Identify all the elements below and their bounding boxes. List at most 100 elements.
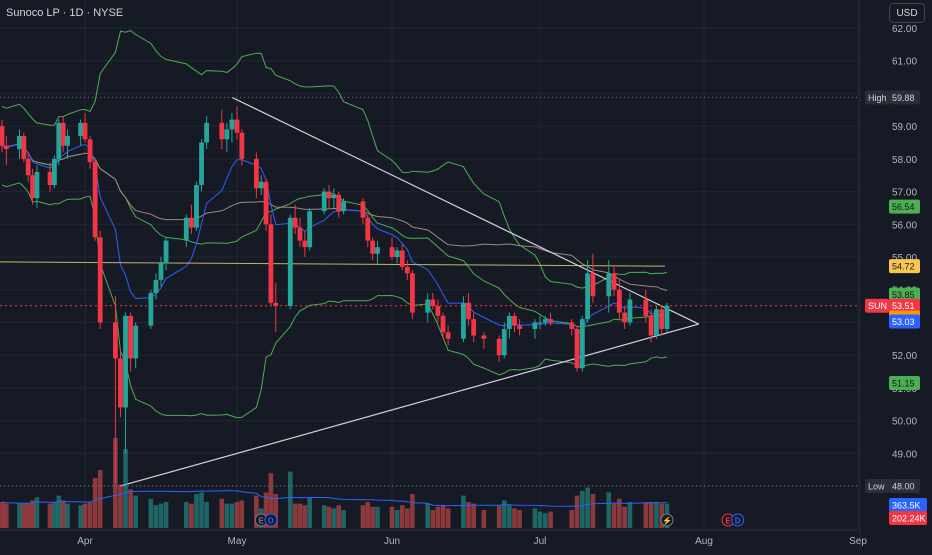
candle-body[interactable] [517,325,522,329]
candle-body[interactable] [512,315,517,326]
candle-body[interactable] [258,181,264,189]
lightning-icon[interactable] [660,513,674,527]
currency-button[interactable]: USD [889,3,925,23]
candle-body[interactable] [590,273,596,297]
candle-body[interactable] [97,237,103,323]
candle-body[interactable] [163,240,169,264]
candle-body[interactable] [481,335,487,339]
candle-body[interactable] [3,145,9,150]
candle-body[interactable] [158,263,164,280]
candle-body[interactable] [425,299,431,313]
candle-body[interactable] [47,171,53,186]
candle-body[interactable] [128,315,133,359]
candle-body[interactable] [302,240,308,248]
candle-body[interactable] [307,211,313,248]
candle-body[interactable] [622,312,628,323]
candle-body[interactable] [445,332,451,339]
candle-body[interactable] [542,319,548,323]
candle-body[interactable] [579,319,585,369]
candle-body[interactable] [287,217,293,307]
candle-body[interactable] [65,135,70,146]
candle-body[interactable] [471,319,477,336]
candle-body[interactable] [239,132,245,159]
candle-body[interactable] [659,309,665,329]
candle-body[interactable] [123,315,128,408]
candle-body[interactable] [365,217,371,241]
candle-body[interactable] [273,302,279,307]
candle-body[interactable] [56,122,62,159]
candle-body[interactable] [466,302,471,320]
candle-body[interactable] [440,315,446,333]
candle-body[interactable] [87,139,93,163]
candle-body[interactable] [643,299,649,316]
candle-body[interactable] [653,309,659,336]
candle-body[interactable] [219,122,225,140]
candle-body[interactable] [341,201,346,212]
candle-body[interactable] [326,191,332,199]
candle-body[interactable] [204,122,209,143]
candle-body[interactable] [569,322,575,329]
candle-body[interactable] [399,250,405,267]
candle-body[interactable] [404,266,410,274]
candle-body[interactable] [253,158,259,189]
candle-body[interactable] [627,299,633,323]
event-marker[interactable] [731,513,745,527]
candle-body[interactable] [430,299,436,307]
candle-body[interactable] [648,315,654,336]
candle-body[interactable] [506,315,512,329]
candle-body[interactable] [92,162,98,238]
candle-body[interactable] [321,191,327,212]
candle-body[interactable] [532,322,538,329]
event-marker[interactable] [264,513,278,527]
candle-body[interactable] [537,322,543,324]
candle-body[interactable] [148,292,154,326]
candle-body[interactable] [574,328,580,369]
candle-body[interactable] [585,273,591,320]
symbol-title[interactable]: Sunoco LP · 1D · NYSE [6,7,124,19]
candle-body[interactable] [189,217,194,228]
candle-body[interactable] [331,194,337,199]
candle-body[interactable] [199,142,204,186]
candle-body[interactable] [394,250,400,257]
candle-body[interactable] [664,305,670,329]
candle-body[interactable] [194,185,199,228]
candle-body[interactable] [611,273,617,290]
candle-body[interactable] [292,217,298,228]
candle-body[interactable] [360,201,366,218]
candle-body[interactable] [30,175,35,199]
candle-body[interactable] [60,122,66,146]
candle-body[interactable] [82,122,88,140]
candle-body[interactable] [78,122,84,136]
candle-body[interactable] [34,171,40,199]
candle-body[interactable] [25,158,31,176]
candle-body[interactable] [263,181,269,225]
candle-body[interactable] [133,325,139,359]
candle-body[interactable] [118,358,123,408]
candle-body[interactable] [370,240,376,254]
candle-body[interactable] [52,158,57,186]
candle-body[interactable] [435,306,441,316]
candle-body[interactable] [268,224,274,303]
trendline[interactable] [231,96,699,325]
trendline[interactable] [120,323,699,487]
candle-body[interactable] [234,119,240,133]
candle-body[interactable] [336,194,342,212]
candle-body[interactable] [616,289,622,313]
candle-body[interactable] [229,119,235,130]
candle-body[interactable] [297,227,303,241]
candle-body[interactable] [410,273,415,313]
candle-body[interactable] [375,247,380,254]
candle-body[interactable] [0,126,5,146]
candle-body[interactable] [461,302,466,339]
candle-body[interactable] [224,129,230,140]
candle-body[interactable] [183,217,189,241]
candle-body[interactable] [548,319,553,323]
candle-body[interactable] [153,279,159,293]
candle-body[interactable] [21,135,27,159]
candle-body[interactable] [496,338,502,356]
candle-body[interactable] [389,247,395,257]
candle-body[interactable] [501,328,507,356]
candle-body[interactable] [17,135,22,150]
